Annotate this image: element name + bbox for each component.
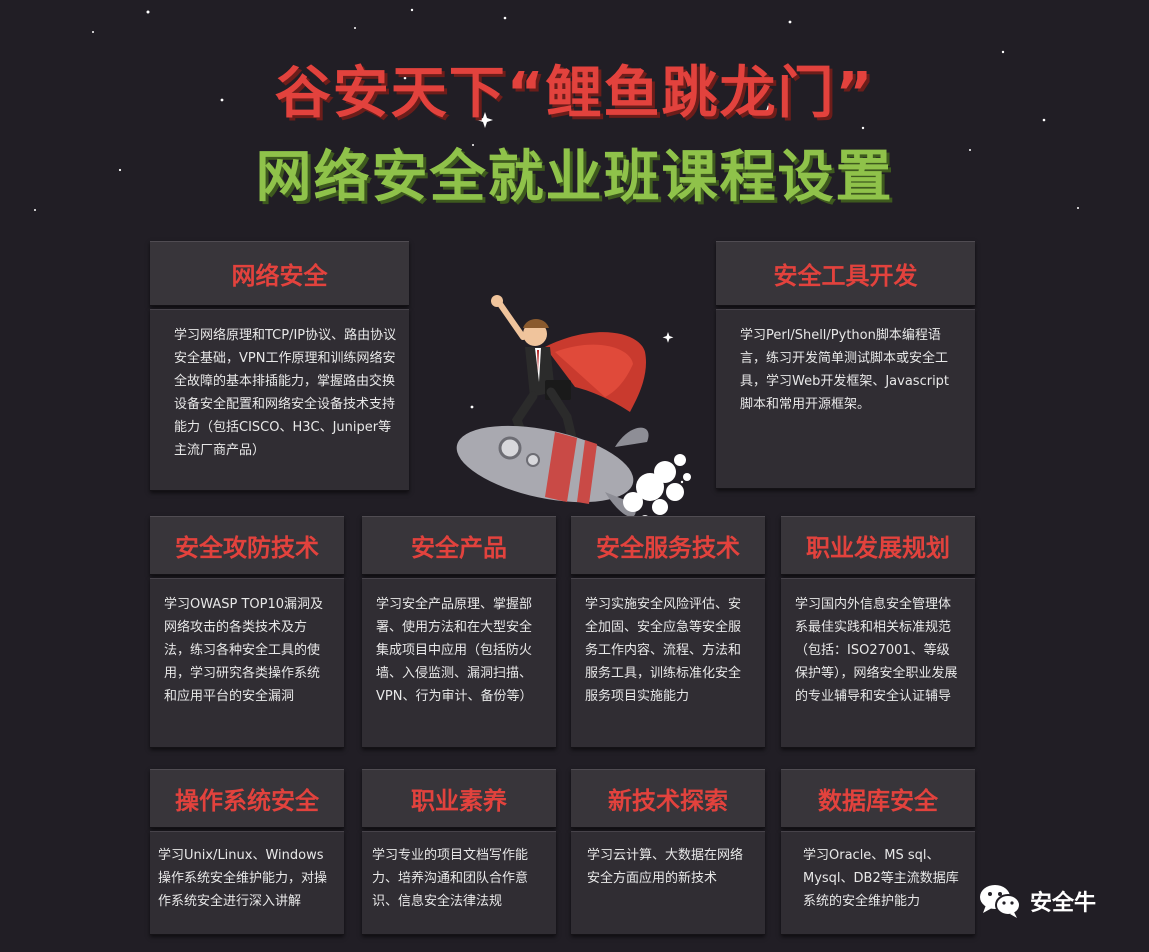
- course-card-description: 学习Unix/Linux、Windows操作系统安全维护能力，对操作系统安全进行…: [158, 848, 328, 909]
- course-card-description: 学习Oracle、MS sql、Mysql、DB2等主流数据库系统的安全维护能力: [803, 848, 959, 909]
- course-card-header: 安全服务技术: [571, 516, 765, 575]
- course-card-header: 安全攻防技术: [150, 516, 344, 575]
- course-card-body: 学习网络原理和TCP/IP协议、路由协议安全基础，VPN工作原理和训练网络安全故…: [150, 309, 409, 491]
- course-card-title: 新技术探索: [608, 787, 728, 815]
- course-card-title: 操作系统安全: [175, 787, 319, 815]
- course-card-header: 网络安全: [150, 241, 409, 306]
- course-card-body: 学习实施安全风险评估、安全加固、安全应急等安全服务工作内容、流程、方法和服务工具…: [571, 578, 765, 748]
- course-card-body: 学习国内外信息安全管理体系最佳实践和相关标准规范（包括：ISO27001、等级保…: [781, 578, 975, 748]
- course-card-description: 学习国内外信息安全管理体系最佳实践和相关标准规范（包括：ISO27001、等级保…: [795, 597, 958, 704]
- course-card-body: 学习OWASP TOP10漏洞及网络攻击的各类技术及方法，练习各种安全工具的使用…: [150, 578, 344, 748]
- watermark: 安全牛: [978, 880, 1096, 922]
- course-card-title: 安全工具开发: [773, 262, 918, 290]
- course-card-header: 安全工具开发: [716, 241, 975, 306]
- course-card-title: 职业素养: [411, 787, 507, 815]
- superhero-on-rocket-icon: [456, 295, 691, 525]
- course-card-header: 职业发展规划: [781, 516, 975, 575]
- course-card-header: 安全产品: [362, 516, 556, 575]
- course-card-header: 职业素养: [362, 769, 556, 828]
- course-card-title: 职业发展规划: [806, 534, 950, 562]
- course-card-description: 学习专业的项目文档写作能力、培养沟通和团队合作意识、信息安全法律法规: [372, 848, 529, 909]
- brand-name: 安全牛: [1030, 891, 1097, 916]
- course-card-description: 学习安全产品原理、掌握部署、使用方法和在大型安全集成项目中应用（包括防火墙、入侵…: [376, 597, 533, 704]
- course-card-title: 数据库安全: [818, 787, 938, 815]
- course-card-body: 学习专业的项目文档写作能力、培养沟通和团队合作意识、信息安全法律法规: [362, 831, 556, 935]
- course-card-title: 安全服务技术: [596, 534, 740, 562]
- course-card-title: 安全产品: [411, 534, 507, 562]
- course-card-body: 学习Oracle、MS sql、Mysql、DB2等主流数据库系统的安全维护能力: [781, 831, 975, 935]
- course-card-body: 学习Unix/Linux、Windows操作系统安全维护能力，对操作系统安全进行…: [150, 831, 344, 935]
- course-card-title: 安全攻防技术: [175, 534, 319, 562]
- course-card-header: 操作系统安全: [150, 769, 344, 828]
- wechat-icon: [980, 885, 1021, 918]
- page-title: 谷安天下“鲤鱼跳龙门”: [274, 61, 875, 126]
- course-card-body: 学习安全产品原理、掌握部署、使用方法和在大型安全集成项目中应用（包括防火墙、入侵…: [362, 578, 556, 748]
- course-card-description: 学习网络原理和TCP/IP协议、路由协议安全基础，VPN工作原理和训练网络安全故…: [174, 328, 397, 458]
- course-card-description: 学习Perl/Shell/Python脚本编程语言，练习开发简单测试脚本或安全工…: [740, 328, 950, 412]
- course-card-body: 学习Perl/Shell/Python脚本编程语言，练习开发简单测试脚本或安全工…: [716, 309, 975, 489]
- course-card-title: 网络安全: [231, 262, 328, 290]
- course-card-header: 数据库安全: [781, 769, 975, 828]
- course-card-description: 学习云计算、大数据在网络安全方面应用的新技术: [587, 848, 744, 886]
- course-card-body: 学习云计算、大数据在网络安全方面应用的新技术: [571, 831, 765, 935]
- course-card-header: 新技术探索: [571, 769, 765, 828]
- course-card-description: 学习实施安全风险评估、安全加固、安全应急等安全服务工作内容、流程、方法和服务工具…: [585, 597, 742, 704]
- page-subtitle: 网络安全就业班课程设置: [255, 145, 894, 210]
- course-card-description: 学习OWASP TOP10漏洞及网络攻击的各类技术及方法，练习各种安全工具的使用…: [164, 597, 324, 704]
